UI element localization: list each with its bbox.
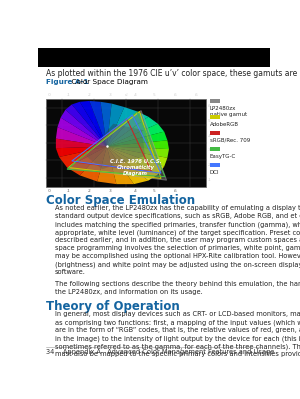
Polygon shape bbox=[107, 107, 137, 146]
Polygon shape bbox=[68, 111, 166, 180]
Text: As plotted within the 1976 CIE u’v’ color space, these gamuts are shown below:: As plotted within the 1976 CIE u’v’ colo… bbox=[46, 69, 300, 78]
Polygon shape bbox=[80, 146, 107, 182]
Text: In general, most display devices such as CRT- or LCD-based monitors, may be math: In general, most display devices such as… bbox=[55, 312, 300, 318]
Text: .1: .1 bbox=[67, 189, 70, 193]
Polygon shape bbox=[89, 101, 107, 146]
Polygon shape bbox=[100, 102, 112, 146]
Text: are in the form of “RGB” codes, that is, the relative values of red, green, and : are in the form of “RGB” codes, that is,… bbox=[55, 328, 300, 334]
Bar bbox=[210, 99, 220, 103]
Polygon shape bbox=[107, 132, 167, 146]
Polygon shape bbox=[59, 146, 107, 168]
Polygon shape bbox=[107, 124, 164, 146]
Text: DCI: DCI bbox=[210, 170, 219, 175]
Text: The following sections describe the theory behind this emulation, the hardware p: The following sections describe the theo… bbox=[55, 281, 300, 287]
Text: must also be mapped to the specific primary colors and intensities provided by t: must also be mapped to the specific prim… bbox=[55, 352, 300, 358]
Text: .1: .1 bbox=[67, 93, 70, 97]
Text: as comprising two functions: first, a mapping of the input values (which we will: as comprising two functions: first, a ma… bbox=[55, 320, 300, 326]
Text: .6: .6 bbox=[173, 189, 177, 193]
Polygon shape bbox=[107, 104, 124, 146]
Polygon shape bbox=[65, 105, 107, 146]
Text: appropriate, white level (luminance) of the target specification. Preset color s: appropriate, white level (luminance) of … bbox=[55, 229, 300, 236]
Text: in the image) to the intensity of light output by the device for each (this is t: in the image) to the intensity of light … bbox=[55, 336, 300, 342]
Polygon shape bbox=[56, 127, 107, 146]
Text: .6: .6 bbox=[173, 93, 177, 97]
Polygon shape bbox=[107, 146, 164, 174]
Text: As noted earlier, the LP2480zx has the capability of emulating a display that co: As noted earlier, the LP2480zx has the c… bbox=[55, 205, 300, 211]
Text: Theory of Operation: Theory of Operation bbox=[46, 300, 180, 313]
Text: C.I.E. 1976 U.C.S.
Chromaticity
Diagram: C.I.E. 1976 U.C.S. Chromaticity Diagram bbox=[110, 159, 161, 176]
Text: EasyTG-C: EasyTG-C bbox=[210, 154, 236, 159]
Text: .3: .3 bbox=[208, 148, 211, 152]
Text: .2: .2 bbox=[88, 93, 91, 97]
Text: AdobeRGB: AdobeRGB bbox=[210, 122, 239, 127]
Bar bbox=[46, 99, 206, 187]
Polygon shape bbox=[67, 146, 107, 176]
Text: described earlier, and in addition, the user may program custom spaces as desire: described earlier, and in addition, the … bbox=[55, 237, 300, 243]
Bar bbox=[38, 48, 270, 67]
Text: Color Space Emulation: Color Space Emulation bbox=[46, 194, 196, 207]
Text: .1: .1 bbox=[208, 178, 211, 182]
Polygon shape bbox=[56, 146, 107, 157]
Text: .2: .2 bbox=[88, 189, 91, 193]
Bar bbox=[210, 147, 220, 151]
Polygon shape bbox=[86, 124, 145, 169]
Bar bbox=[210, 115, 220, 119]
Text: .4: .4 bbox=[134, 93, 137, 97]
Text: standard output device specifications, such as sRGB, Adobe RGB, and et cetera. T: standard output device specifications, s… bbox=[55, 213, 300, 219]
Text: .2: .2 bbox=[208, 163, 211, 167]
Text: (brightness) and white point may be adjusted using the on-screen display (OSD) o: (brightness) and white point may be adju… bbox=[55, 261, 300, 268]
Text: .5: .5 bbox=[153, 93, 156, 97]
Polygon shape bbox=[107, 146, 167, 167]
Polygon shape bbox=[72, 102, 107, 146]
Text: .6: .6 bbox=[194, 93, 198, 97]
Text: software.: software. bbox=[55, 269, 86, 275]
Text: .3: .3 bbox=[108, 93, 112, 97]
Polygon shape bbox=[80, 101, 107, 146]
Text: space programming involves the selection of primaries, white point, gamma value,: space programming involves the selection… bbox=[55, 245, 300, 251]
Polygon shape bbox=[61, 110, 107, 146]
Text: u': u' bbox=[124, 93, 128, 97]
Polygon shape bbox=[107, 146, 134, 184]
Polygon shape bbox=[107, 146, 158, 181]
Text: LP2480zx
native gamut: LP2480zx native gamut bbox=[210, 106, 247, 117]
Text: may be accomplished using the optional HPX-Rite calibration tool. However, the d: may be accomplished using the optional H… bbox=[55, 253, 300, 259]
Text: sometimes referred to as the gamma, for each of the three channels). This now “g: sometimes referred to as the gamma, for … bbox=[55, 344, 300, 350]
Text: the LP2480zx, and information on its usage.: the LP2480zx, and information on its usa… bbox=[55, 289, 203, 295]
Text: .4: .4 bbox=[134, 189, 137, 193]
Text: .3: .3 bbox=[108, 189, 112, 193]
Text: .6: .6 bbox=[208, 104, 211, 108]
Text: .0: .0 bbox=[48, 93, 51, 97]
Text: sRGB/Rec. 709: sRGB/Rec. 709 bbox=[210, 138, 250, 143]
Polygon shape bbox=[107, 117, 158, 146]
Polygon shape bbox=[107, 146, 148, 184]
Text: Figure A-1: Figure A-1 bbox=[46, 79, 89, 85]
Text: .5: .5 bbox=[208, 119, 211, 123]
Text: .4: .4 bbox=[208, 134, 211, 138]
Polygon shape bbox=[97, 146, 116, 184]
Bar bbox=[210, 131, 220, 135]
Text: Color Space Diagram: Color Space Diagram bbox=[67, 79, 148, 85]
Text: 34    Appendix A   Advanced Color Management Features and Usage: 34 Appendix A Advanced Color Management … bbox=[46, 349, 275, 355]
Polygon shape bbox=[107, 140, 169, 149]
Bar bbox=[210, 163, 220, 167]
Polygon shape bbox=[107, 111, 148, 146]
Text: includes matching the specified primaries, transfer function (gamma), white poin: includes matching the specified primarie… bbox=[55, 221, 300, 228]
Polygon shape bbox=[58, 118, 107, 146]
Polygon shape bbox=[56, 138, 107, 148]
Text: .0: .0 bbox=[48, 189, 51, 193]
Text: .5: .5 bbox=[153, 189, 156, 193]
Polygon shape bbox=[107, 146, 169, 158]
